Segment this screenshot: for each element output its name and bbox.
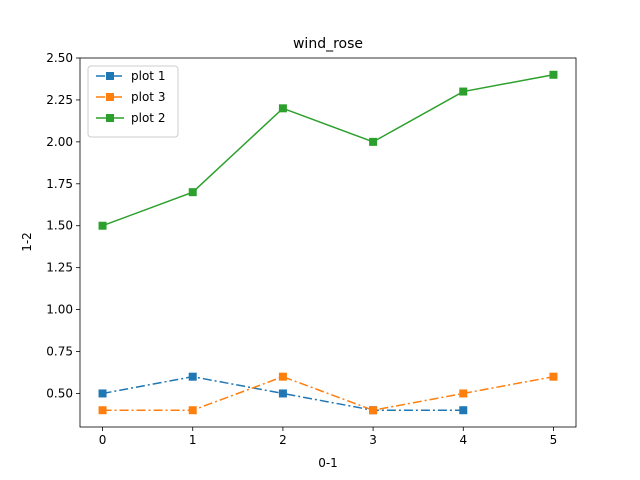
x-axis-label: 0-1 bbox=[318, 456, 338, 470]
axes-frame bbox=[79, 57, 577, 428]
legend-marker bbox=[106, 114, 114, 122]
legend-marker bbox=[106, 93, 114, 101]
x-tick-label: 2 bbox=[279, 433, 287, 447]
data-point bbox=[549, 372, 558, 381]
y-tick-label: 2.00 bbox=[46, 135, 73, 149]
data-point bbox=[188, 188, 197, 197]
plot-area: 0 1 2 3 4 5 0.50 0.75 1.00 1.25 1.50 1.75 2.00 2.25 2.… bbox=[46, 51, 577, 447]
y-tick-label: 0.50 bbox=[46, 386, 73, 400]
y-tick-label: 1.75 bbox=[46, 177, 73, 191]
x-tick-label: 5 bbox=[550, 433, 558, 447]
legend-label: plot 3 bbox=[131, 90, 165, 104]
data-point bbox=[98, 389, 107, 398]
series-line-2 bbox=[102, 375, 554, 412]
data-point bbox=[459, 87, 468, 96]
data-point bbox=[278, 104, 287, 113]
data-point bbox=[369, 406, 378, 415]
legend-label: plot 2 bbox=[131, 111, 165, 125]
x-tick-label: 0 bbox=[99, 433, 107, 447]
x-tick-label: 3 bbox=[369, 433, 377, 447]
data-point bbox=[278, 389, 287, 398]
y-axis-label: 1-2 bbox=[20, 232, 34, 252]
legend-marker bbox=[106, 72, 114, 80]
x-tick-label: 4 bbox=[459, 433, 467, 447]
series-line-3 bbox=[102, 74, 554, 227]
data-point bbox=[459, 406, 468, 415]
data-point bbox=[549, 70, 558, 79]
y-tick-label: 1.00 bbox=[46, 303, 73, 317]
data-point bbox=[459, 389, 468, 398]
legend: plot 1 plot 3 plot 2 bbox=[87, 65, 179, 138]
data-point bbox=[188, 372, 197, 381]
y-tick-label: 2.25 bbox=[46, 93, 73, 107]
y-tick-label: 0.75 bbox=[46, 345, 73, 359]
y-tick-label: 1.50 bbox=[46, 219, 73, 233]
legend-label: plot 1 bbox=[131, 69, 165, 83]
data-point bbox=[98, 221, 107, 230]
data-point bbox=[369, 137, 378, 146]
data-point bbox=[98, 406, 107, 415]
y-tick-label: 1.25 bbox=[46, 261, 73, 275]
chart-title: wind_rose bbox=[293, 36, 363, 52]
y-tick-label: 2.50 bbox=[46, 51, 73, 65]
data-point bbox=[188, 406, 197, 415]
x-tick-label: 1 bbox=[189, 433, 197, 447]
data-point bbox=[278, 372, 287, 381]
